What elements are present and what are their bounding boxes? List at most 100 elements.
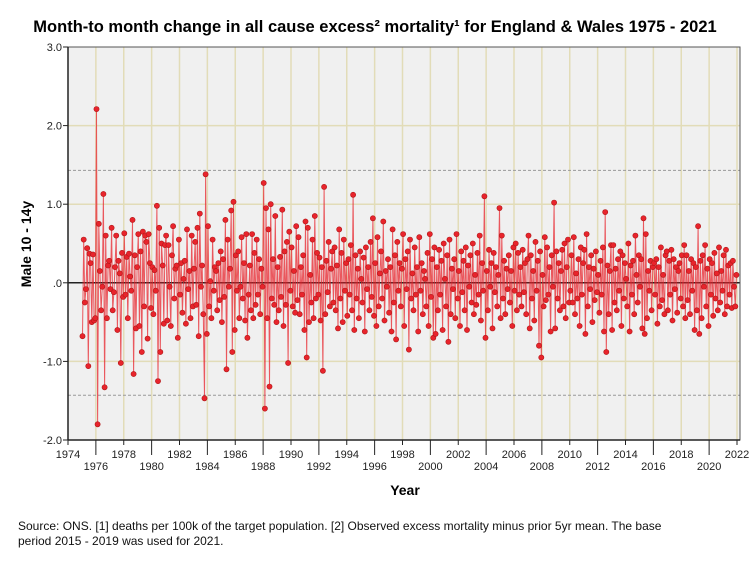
data-point [81, 299, 88, 306]
data-point [281, 248, 288, 255]
data-point [487, 283, 494, 290]
data-point [402, 256, 409, 263]
data-point [326, 303, 333, 310]
data-point [689, 287, 696, 294]
data-point [544, 244, 550, 251]
data-point [469, 240, 476, 247]
data-point [419, 311, 426, 318]
data-point [199, 262, 205, 269]
data-point [351, 327, 358, 333]
data-point [94, 421, 101, 428]
data-point [576, 323, 583, 329]
data-point [455, 268, 462, 274]
data-point [308, 299, 315, 306]
data-point [100, 191, 107, 197]
data-point [300, 252, 307, 259]
data-point [192, 238, 199, 245]
data-point [99, 283, 106, 290]
data-point [104, 315, 110, 322]
data-point [314, 249, 320, 256]
data-point [93, 106, 100, 112]
data-point [106, 257, 113, 264]
data-point [591, 297, 598, 303]
data-point [581, 246, 588, 253]
data-point [555, 260, 562, 266]
data-point [105, 262, 111, 269]
data-point [252, 301, 259, 308]
data-point [600, 244, 606, 251]
data-point [698, 315, 705, 322]
data-point [440, 240, 447, 247]
data-point [202, 171, 209, 178]
data-point [519, 246, 526, 253]
data-point [414, 264, 420, 270]
data-point [165, 242, 172, 248]
data-point [730, 257, 736, 264]
data-point [558, 268, 564, 274]
data-point [583, 231, 590, 237]
data-point [605, 311, 612, 318]
data-point [680, 303, 686, 310]
data-point [408, 295, 415, 302]
data-point [275, 307, 282, 314]
data-point [257, 311, 264, 318]
data-point [524, 256, 531, 263]
data-point [511, 287, 518, 294]
data-point [642, 231, 649, 237]
data-point [527, 252, 534, 259]
data-point [422, 275, 428, 282]
data-point [584, 303, 591, 310]
data-point [170, 223, 176, 230]
data-point [319, 367, 326, 374]
data-point [285, 360, 291, 366]
data-point [288, 244, 295, 251]
x-tick-label: 1974 [56, 449, 80, 461]
data-point [373, 323, 380, 329]
data-point [661, 311, 668, 318]
data-point [699, 252, 706, 259]
data-point [595, 271, 602, 278]
data-point [486, 246, 492, 253]
data-point [131, 252, 138, 259]
data-point [365, 264, 372, 270]
data-point [148, 305, 154, 311]
data-point [220, 256, 226, 263]
data-point [714, 307, 721, 314]
data-point [376, 270, 383, 277]
data-point [224, 236, 231, 243]
data-point [253, 236, 260, 243]
data-point [113, 232, 120, 239]
data-point [436, 246, 442, 253]
data-point [705, 323, 712, 329]
data-point [245, 291, 252, 298]
data-point [415, 328, 422, 335]
data-point [509, 323, 516, 329]
x-tick-label: 2000 [418, 461, 442, 473]
data-point [260, 180, 267, 186]
data-point [98, 307, 104, 314]
data-point [234, 287, 240, 294]
data-point [258, 265, 265, 272]
data-point [179, 309, 186, 316]
data-point [325, 238, 332, 245]
data-point [579, 291, 585, 298]
data-point [580, 260, 586, 266]
data-point [421, 268, 427, 274]
y-tick-label: 1.0 [47, 199, 62, 211]
x-tick-label: 2016 [641, 461, 665, 473]
data-point [355, 315, 362, 322]
data-point [79, 333, 86, 340]
data-point [136, 323, 143, 329]
data-point [529, 295, 535, 302]
data-point [196, 210, 203, 217]
data-point [503, 265, 510, 272]
data-point [655, 264, 662, 270]
y-tick-label: .0 [53, 278, 62, 290]
data-point [371, 312, 377, 319]
data-point [633, 271, 640, 278]
data-point [632, 232, 639, 239]
data-point [339, 319, 346, 325]
data-point [163, 232, 169, 239]
data-point [268, 295, 275, 302]
data-point [516, 291, 523, 298]
